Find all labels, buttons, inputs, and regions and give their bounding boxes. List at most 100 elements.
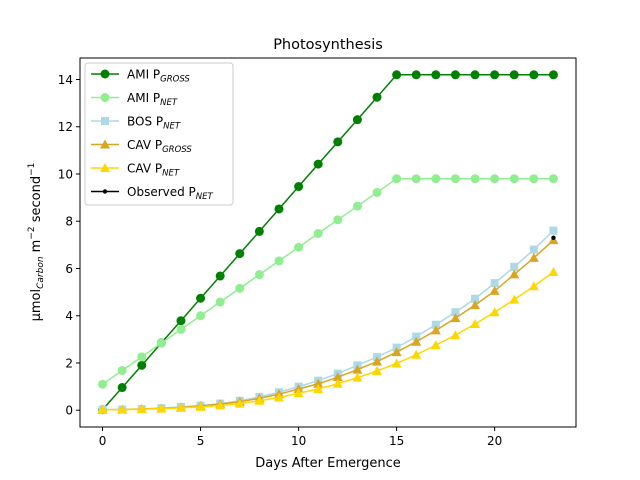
y-axis-label-base: μmol bbox=[29, 289, 44, 322]
y-tick-label: 4 bbox=[65, 309, 73, 323]
axes-frame bbox=[79, 57, 577, 428]
data-point bbox=[548, 174, 558, 184]
y-tick-label: 6 bbox=[65, 262, 73, 276]
series-4 bbox=[97, 267, 559, 414]
chart-title: Photosynthesis bbox=[273, 37, 383, 53]
legend-label: AMI PGROSS bbox=[127, 68, 190, 85]
data-point bbox=[509, 174, 519, 184]
legend-label: CAV PNET bbox=[127, 162, 180, 179]
data-point bbox=[392, 70, 402, 80]
data-point bbox=[117, 366, 127, 376]
data-point bbox=[254, 395, 265, 405]
data-point bbox=[234, 398, 245, 408]
data-point bbox=[372, 356, 383, 366]
y-tick-label: 14 bbox=[58, 73, 73, 87]
data-point bbox=[137, 352, 147, 362]
data-point bbox=[451, 308, 460, 317]
data-point bbox=[529, 245, 538, 254]
data-point bbox=[392, 174, 402, 184]
data-point bbox=[332, 378, 343, 388]
y-tick-label: 0 bbox=[65, 404, 73, 418]
y-axis-label-tail: second bbox=[29, 176, 44, 227]
data-point bbox=[352, 364, 363, 374]
data-point bbox=[274, 204, 284, 214]
data-point bbox=[117, 383, 127, 393]
data-point bbox=[97, 404, 108, 414]
series-line bbox=[102, 239, 554, 411]
data-point bbox=[431, 70, 441, 80]
data-point bbox=[430, 325, 441, 335]
data-point bbox=[352, 372, 363, 382]
data-point bbox=[490, 70, 500, 80]
x-tick-label: 10 bbox=[291, 434, 306, 448]
data-point bbox=[196, 293, 206, 303]
data-point bbox=[470, 174, 480, 184]
data-point bbox=[470, 300, 481, 310]
data-point bbox=[470, 70, 480, 80]
data-point bbox=[549, 226, 558, 235]
data-point bbox=[313, 383, 324, 393]
legend-marker bbox=[100, 139, 110, 149]
series-5 bbox=[551, 235, 556, 240]
legend-marker bbox=[100, 69, 110, 79]
legend-marker bbox=[102, 189, 108, 194]
data-point bbox=[254, 226, 264, 236]
data-point bbox=[196, 311, 206, 321]
series-line bbox=[102, 230, 554, 411]
data-point bbox=[509, 294, 520, 304]
data-point bbox=[431, 174, 441, 184]
x-axis: 0 5 10 15 20 bbox=[99, 427, 502, 448]
y-axis-label-mid: m bbox=[29, 240, 44, 257]
data-point bbox=[551, 235, 556, 240]
data-point bbox=[294, 242, 304, 252]
data-point bbox=[372, 92, 382, 102]
x-tick-label: 20 bbox=[487, 434, 502, 448]
y-axis-label-sup2: −1 bbox=[27, 163, 37, 176]
data-point bbox=[313, 229, 323, 239]
data-point bbox=[333, 215, 343, 225]
data-point bbox=[136, 404, 147, 414]
y-tick-label: 10 bbox=[58, 167, 73, 181]
y-tick-label: 2 bbox=[65, 356, 73, 370]
data-point bbox=[215, 297, 225, 307]
data-point bbox=[489, 285, 500, 295]
data-point bbox=[411, 174, 421, 184]
data-point bbox=[215, 400, 226, 410]
data-point bbox=[176, 324, 186, 334]
data-point bbox=[176, 316, 186, 326]
data-point bbox=[156, 338, 166, 348]
data-point bbox=[215, 271, 225, 281]
data-point bbox=[490, 174, 500, 184]
data-point bbox=[156, 403, 167, 413]
data-point bbox=[117, 404, 128, 414]
data-point bbox=[510, 262, 519, 271]
legend-marker bbox=[100, 163, 110, 172]
data-point bbox=[235, 249, 245, 259]
data-point bbox=[471, 294, 480, 303]
series-line bbox=[102, 177, 554, 385]
data-point bbox=[313, 378, 324, 388]
data-point bbox=[98, 379, 108, 389]
x-tick-label: 5 bbox=[197, 434, 205, 448]
data-point bbox=[313, 159, 323, 169]
legend-label: AMI PNET bbox=[127, 91, 178, 108]
y-axis-label-sup1: −2 bbox=[27, 226, 37, 239]
series-0 bbox=[98, 70, 558, 415]
x-axis-label: Days After Emergence bbox=[255, 456, 401, 471]
data-point bbox=[450, 70, 460, 80]
data-point bbox=[430, 340, 441, 350]
plot-area bbox=[97, 70, 559, 415]
x-tick-label: 15 bbox=[389, 434, 404, 448]
x-tick-label: 0 bbox=[99, 434, 107, 448]
data-point bbox=[411, 70, 421, 80]
legend: AMI PGROSS AMI PNET BOS PNET CAV PGROSS CAV … bbox=[84, 62, 234, 206]
data-point bbox=[450, 174, 460, 184]
y-tick-label: 8 bbox=[65, 215, 73, 229]
legend-label: Observed PNET bbox=[127, 185, 214, 202]
data-point bbox=[372, 187, 382, 197]
data-point bbox=[529, 70, 539, 80]
data-point bbox=[528, 281, 539, 291]
data-point bbox=[273, 392, 284, 402]
data-point bbox=[235, 283, 245, 293]
